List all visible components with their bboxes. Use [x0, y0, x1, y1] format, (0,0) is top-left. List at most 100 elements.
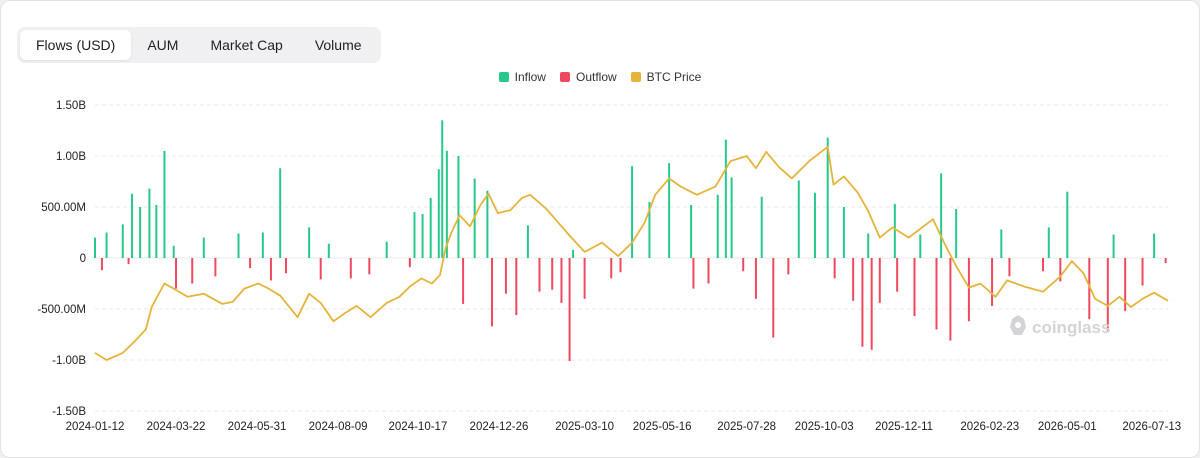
- legend-item-btc-price[interactable]: BTC Price: [630, 70, 702, 84]
- outflow-bar: [583, 258, 586, 299]
- inflow-bar: [867, 233, 870, 258]
- inflow-bar: [1066, 191, 1069, 258]
- btc-price-series-line: [94, 145, 1169, 361]
- tab-aum[interactable]: AUM: [147, 37, 179, 53]
- outflow-bar: [896, 258, 899, 292]
- inflow-bar: [730, 177, 733, 258]
- inflow-bar: [1112, 234, 1115, 258]
- inflow-bar: [413, 212, 416, 258]
- outflow-bar: [742, 258, 745, 272]
- inflow-bar: [94, 237, 96, 258]
- inflow-bar: [148, 188, 151, 258]
- watermark-text: coinglass: [1032, 318, 1110, 337]
- inflow-bar: [327, 243, 330, 258]
- inflow-bar: [155, 204, 158, 258]
- x-tick-label: 2024-08-09: [309, 421, 368, 433]
- outflow-bar: [560, 258, 563, 303]
- tab-flows-usd[interactable]: Flows (USD): [20, 30, 132, 60]
- outflow-bar: [870, 258, 873, 350]
- coinglass-logo-icon: [1010, 315, 1026, 335]
- outflow-bar: [319, 258, 322, 280]
- inflow-bar: [842, 207, 845, 258]
- x-tick-label: 2024-10-17: [389, 421, 448, 433]
- outflow-bar: [175, 258, 178, 289]
- y-tick-label: -1.50B: [52, 406, 86, 418]
- inflow-bar: [724, 139, 727, 258]
- outflow-bar: [127, 258, 130, 265]
- outflow-bar: [1059, 258, 1062, 282]
- inflow-bar: [716, 194, 719, 258]
- outflow-bar: [538, 258, 541, 292]
- outflow-bar: [754, 258, 757, 299]
- outflow-bar: [1141, 258, 1144, 286]
- x-tick-label: 2024-03-22: [147, 421, 206, 433]
- y-tick-label: -500.00M: [37, 304, 86, 316]
- inflow-bar: [445, 150, 448, 258]
- legend-swatch-inflow: [498, 72, 509, 82]
- outflow-bar: [368, 258, 371, 275]
- outflow-bar: [1124, 258, 1127, 312]
- inflow-bar: [139, 207, 142, 258]
- outflow-bar: [568, 258, 571, 362]
- outflow-bar: [1041, 258, 1044, 272]
- x-axis-ticks: 2024-01-12 2024-03-22 2024-05-31 2024-08-09…: [66, 421, 1182, 433]
- legend-swatch-outflow: [559, 72, 570, 82]
- inflow-bar: [893, 203, 896, 258]
- x-tick-label: 2026-05-01: [1038, 421, 1097, 433]
- y-tick-label: 0: [80, 253, 86, 265]
- outflow-bar: [214, 258, 217, 277]
- outflow-bar: [692, 258, 695, 289]
- outflow-bar: [852, 258, 855, 301]
- outflow-bar: [707, 258, 710, 284]
- inflow-bar: [105, 232, 108, 258]
- watermark: coinglass: [1010, 315, 1110, 337]
- inflow-bar: [760, 196, 763, 258]
- x-tick-label: 2025-07-28: [717, 421, 776, 433]
- outflow-bar: [515, 258, 518, 316]
- outflow-bar: [772, 258, 775, 338]
- inflow-bar: [429, 197, 432, 258]
- outflow-bar: [787, 258, 790, 275]
- inflow-bar: [172, 245, 175, 258]
- inflow-bar: [813, 192, 816, 258]
- legend-item-outflow[interactable]: Outflow: [559, 70, 617, 84]
- legend-label-btc-price: BTC Price: [646, 70, 702, 84]
- inflow-bar: [1000, 229, 1003, 258]
- outflow-bar: [491, 258, 494, 327]
- inflow-bar: [279, 168, 282, 258]
- inflow-bar: [648, 201, 651, 258]
- outflow-bar: [269, 258, 272, 281]
- outflow-bar: [349, 258, 352, 279]
- outflow-bar: [949, 258, 952, 341]
- chart-legend: Inflow Outflow BTC Price: [0, 70, 1200, 84]
- inflow-bar: [797, 180, 800, 258]
- outflow-bar: [610, 258, 613, 279]
- tab-volume[interactable]: Volume: [314, 37, 362, 53]
- inflow-bar: [955, 209, 958, 258]
- inflow-bar: [1153, 233, 1156, 258]
- inflow-bar: [441, 120, 444, 258]
- x-tick-label: 2025-05-16: [633, 421, 692, 433]
- y-tick-label: 1.00B: [56, 151, 86, 163]
- outflow-bar: [249, 258, 252, 269]
- x-tick-label: 2024-12-26: [470, 421, 529, 433]
- legend-swatch-btc-price: [630, 72, 641, 82]
- inflow-bar: [1047, 227, 1050, 258]
- inflow-bar: [526, 225, 529, 258]
- inflow-bar: [131, 193, 134, 258]
- outflow-bar: [408, 258, 411, 268]
- inflow-bar: [121, 224, 124, 258]
- inflow-bar: [486, 190, 489, 258]
- inflow-bar: [202, 237, 205, 258]
- outflow-bar: [1106, 258, 1109, 332]
- inflow-bar: [308, 227, 311, 258]
- outflow-bar: [1164, 258, 1167, 264]
- x-tick-label: 2026-07-13: [1122, 421, 1181, 433]
- tab-market-cap[interactable]: Market Cap: [210, 37, 283, 53]
- legend-item-inflow[interactable]: Inflow: [498, 70, 546, 84]
- inflow-bar: [631, 166, 634, 258]
- inflow-bar: [163, 150, 166, 258]
- inflow-bar: [437, 169, 440, 258]
- outflow-bar: [191, 258, 194, 284]
